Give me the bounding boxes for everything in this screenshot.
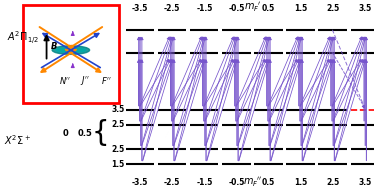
Text: $\{$: $\{$	[91, 117, 107, 148]
Text: 2.5: 2.5	[111, 145, 125, 154]
Text: $X^2\Sigma^+$: $X^2\Sigma^+$	[4, 133, 31, 147]
Text: 0: 0	[62, 129, 68, 138]
Text: 0.5: 0.5	[262, 178, 275, 187]
Text: 1.5: 1.5	[294, 178, 307, 187]
Text: -3.5: -3.5	[132, 178, 148, 187]
Text: -0.5: -0.5	[228, 178, 245, 187]
FancyBboxPatch shape	[23, 5, 119, 103]
Text: 0.5: 0.5	[262, 4, 275, 13]
Text: $N''$: $N''$	[59, 75, 71, 86]
Text: 2.5: 2.5	[111, 120, 125, 129]
Text: -1.5: -1.5	[196, 4, 212, 13]
Ellipse shape	[56, 48, 86, 52]
Text: 1.5: 1.5	[294, 4, 307, 13]
Text: $m_F{'}$: $m_F{'}$	[243, 1, 261, 14]
Text: 3.5: 3.5	[111, 105, 125, 114]
Text: 3.5: 3.5	[358, 4, 371, 13]
Text: 2.5: 2.5	[326, 4, 339, 13]
Text: $A^2\Pi_{1/2}$: $A^2\Pi_{1/2}$	[7, 29, 39, 46]
Text: 2.5: 2.5	[326, 178, 339, 187]
Text: 0.5: 0.5	[78, 129, 93, 138]
Text: B: B	[51, 42, 58, 51]
Text: $F''$: $F''$	[101, 75, 111, 86]
Text: -1.5: -1.5	[196, 178, 212, 187]
Text: $J''$: $J''$	[80, 74, 90, 87]
Text: -2.5: -2.5	[164, 4, 181, 13]
Text: -0.5: -0.5	[228, 4, 245, 13]
Text: $m_F{''}$: $m_F{''}$	[243, 176, 262, 189]
Text: -3.5: -3.5	[132, 4, 148, 13]
Ellipse shape	[52, 46, 90, 54]
Text: -2.5: -2.5	[164, 178, 181, 187]
Text: 3.5: 3.5	[358, 178, 371, 187]
Text: 1.5: 1.5	[111, 160, 125, 169]
